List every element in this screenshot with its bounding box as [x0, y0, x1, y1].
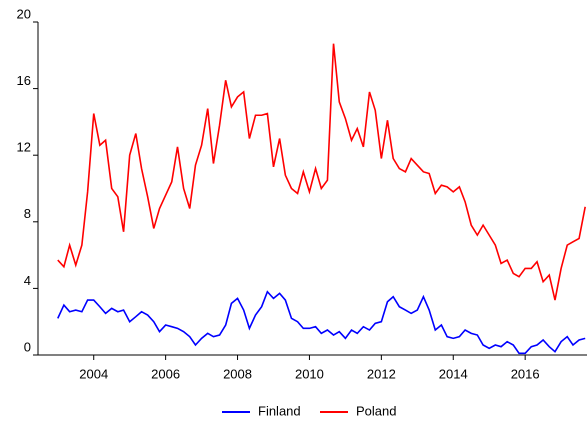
x-tick-label: 2014 — [439, 366, 468, 381]
x-tick-label: 2016 — [511, 366, 540, 381]
x-tick-label: 2008 — [223, 366, 252, 381]
y-tick-label: 8 — [24, 206, 31, 221]
y-tick-label: 20 — [17, 6, 31, 21]
legend-label: Finland — [258, 403, 301, 418]
y-tick-label: 12 — [17, 140, 31, 155]
y-tick-label: 4 — [24, 273, 31, 288]
data-line — [57, 290, 586, 355]
y-tick-label: 0 — [24, 339, 31, 354]
x-tick-label: 2010 — [295, 366, 324, 381]
x-tick-label: 2006 — [151, 366, 180, 381]
data-line — [57, 43, 586, 301]
x-tick-label: 2012 — [367, 366, 396, 381]
y-tick-label: 16 — [17, 73, 31, 88]
legend-label: Poland — [356, 403, 396, 418]
x-tick-label: 2004 — [79, 366, 108, 381]
